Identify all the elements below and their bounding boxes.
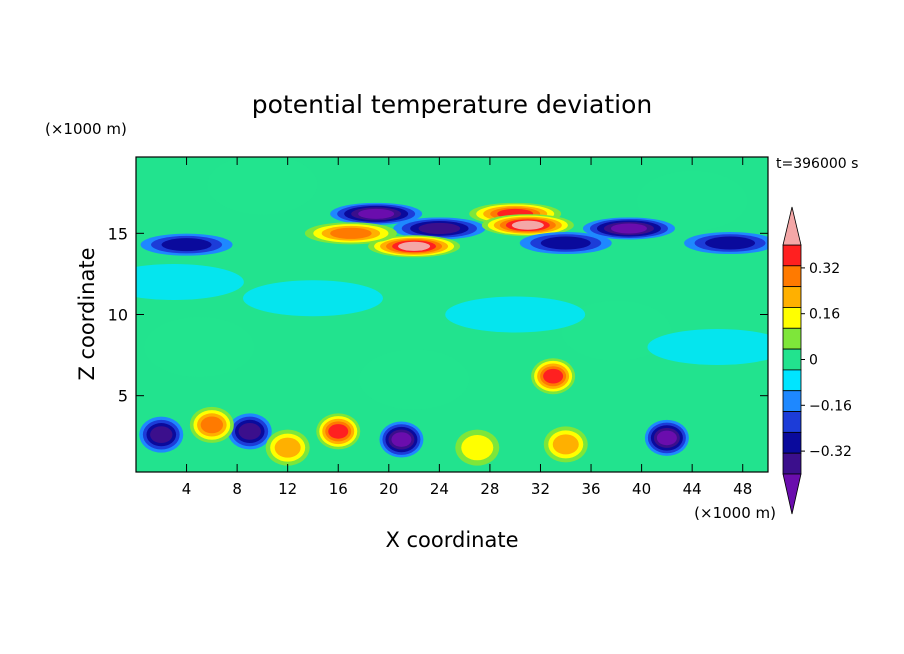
contour-level: [398, 241, 431, 251]
contour-level: [391, 432, 412, 447]
y-axis-label: Z coordinate: [75, 247, 99, 380]
anomaly-blob: [684, 232, 768, 255]
y-tick-label: 10: [108, 306, 128, 325]
zero-level-bands: [136, 157, 768, 410]
contour-level: [238, 423, 261, 440]
contour-level: [150, 426, 173, 444]
zero-band: [445, 296, 586, 333]
colorbar-tick-label: −0.32: [809, 444, 852, 460]
contour-level: [552, 434, 579, 455]
anomaly-blob: [393, 217, 486, 240]
contour-field: [136, 157, 768, 472]
anomaly-blob: [139, 416, 184, 453]
x-tick-label: 20: [379, 480, 398, 498]
anomaly-blob: [481, 214, 574, 237]
x-tick-label: 48: [733, 480, 752, 498]
colorbar-tick-label: −0.16: [809, 398, 852, 414]
contour-level: [461, 434, 494, 461]
colorbar-box: [782, 244, 802, 267]
zero-band: [207, 157, 318, 215]
anomaly-blob: [519, 232, 612, 255]
zero-band: [136, 264, 244, 301]
anomaly-blob: [189, 406, 234, 443]
x-tick-label: 24: [430, 480, 449, 498]
colorbar-box: [782, 307, 802, 329]
contour-level: [358, 208, 395, 219]
contour-level: [274, 437, 301, 458]
anomaly-blob: [368, 235, 461, 258]
anomaly-blob: [265, 429, 310, 466]
x-axis-ticks: 4 8 12 16 20 24 28 32 36 40 44 48: [182, 157, 752, 498]
colorbar-box: [782, 452, 802, 475]
contour-level: [543, 368, 564, 384]
anomaly-blob: [140, 233, 233, 256]
colorbar-box: [782, 265, 802, 288]
anomaly-blob: [330, 202, 423, 225]
contour-level: [161, 238, 212, 252]
zero-band: [242, 280, 383, 317]
x-tick-label: 32: [531, 480, 550, 498]
colorbar-box: [782, 431, 802, 454]
zero-band: [561, 300, 672, 361]
anomaly-blob: [543, 426, 588, 463]
colorbar-box: [782, 348, 802, 371]
colorbar-lower-arrow: [782, 473, 802, 515]
x-axis-label: X coordinate: [385, 528, 518, 552]
x-unit-label: (×1000 m): [694, 504, 776, 522]
contour-level: [418, 222, 461, 235]
y-tick-label: 5: [118, 387, 128, 406]
contour-level: [656, 430, 677, 446]
colorbar: 0.32 0.16 0 −0.16 −0.32: [782, 206, 852, 515]
x-tick-label: 44: [683, 480, 702, 498]
contour-level: [200, 416, 224, 434]
anomaly-blob: [316, 413, 361, 450]
zero-band: [359, 349, 470, 410]
anomaly-blob: [644, 419, 689, 456]
x-tick-label: 40: [632, 480, 651, 498]
zero-band: [647, 328, 768, 365]
anomaly-blob: [531, 358, 576, 395]
x-tick-label: 8: [232, 480, 242, 498]
y-unit-label: (×1000 m): [45, 120, 127, 138]
colorbar-box: [782, 411, 802, 433]
anomaly-blobs: [139, 202, 768, 466]
zero-band: [637, 170, 748, 231]
contour-level: [610, 223, 647, 234]
anomaly-blob: [455, 429, 500, 466]
colorbar-tick-label: 0.16: [809, 307, 840, 323]
chart-title: potential temperature deviation: [252, 90, 652, 119]
contour-level: [705, 236, 756, 250]
anomaly-blob: [379, 421, 424, 458]
y-axis-ticks: 5 10 15: [108, 224, 768, 406]
y-tick-label: 15: [108, 224, 128, 243]
anomaly-blob: [227, 413, 272, 450]
contour-level: [330, 227, 372, 239]
x-tick-label: 16: [329, 480, 348, 498]
contour-level: [328, 424, 349, 439]
anomaly-blob: [304, 222, 397, 245]
zero-band: [144, 316, 255, 377]
x-tick-label: 12: [278, 480, 297, 498]
contour-level: [511, 220, 544, 230]
colorbar-tick-label: 0.32: [809, 261, 840, 277]
colorbar-box: [782, 390, 802, 412]
colorbar-box: [782, 327, 802, 350]
colorbar-box: [782, 369, 802, 392]
anomaly-blob: [582, 217, 675, 240]
contour-level: [540, 236, 591, 250]
x-tick-label: 4: [182, 480, 192, 498]
colorbar-box: [782, 286, 802, 308]
x-tick-label: 36: [581, 480, 600, 498]
x-tick-label: 28: [480, 480, 499, 498]
colorbar-tick-label: 0: [809, 353, 818, 369]
time-label: t=396000 s: [776, 156, 858, 172]
colorbar-upper-arrow: [782, 206, 802, 246]
